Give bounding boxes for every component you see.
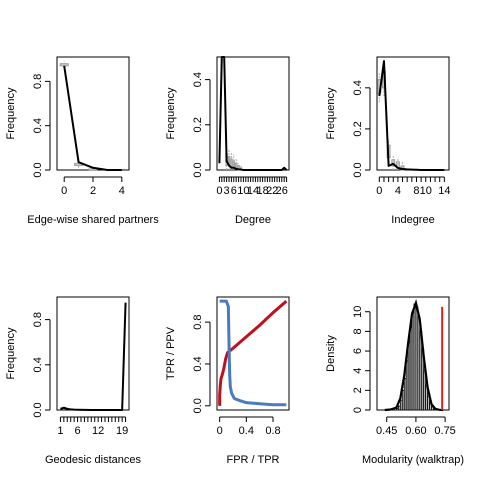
series-line bbox=[218, 56, 288, 171]
y-tick-label: 0.4 bbox=[192, 356, 204, 371]
y-tick-label: 4 bbox=[352, 368, 364, 374]
y-tick-label: 0.2 bbox=[192, 117, 204, 132]
x-tick-label: 0 bbox=[216, 185, 222, 197]
box bbox=[232, 160, 236, 169]
y-tick-label: 0.4 bbox=[192, 72, 204, 87]
x-axis-title: FPR / TPR bbox=[227, 454, 280, 466]
histogram-bar bbox=[431, 406, 434, 411]
x-tick-label: 0.8 bbox=[265, 425, 280, 437]
y-tick-label: 0.0 bbox=[32, 402, 44, 417]
x-tick-label: 4 bbox=[119, 185, 125, 197]
x-tick-label: 14 bbox=[438, 185, 450, 197]
plot-frame bbox=[216, 296, 290, 411]
y-tick-label: 0 bbox=[352, 407, 364, 413]
x-tick-label: 0.4 bbox=[239, 425, 254, 437]
x-tick-label: 3 bbox=[224, 185, 230, 197]
plot-frame bbox=[216, 56, 290, 171]
x-tick-label: 2 bbox=[90, 185, 96, 197]
y-tick-label: 10 bbox=[352, 306, 364, 318]
x-tick-label: 4 bbox=[395, 185, 401, 197]
y-tick-label: 0.0 bbox=[192, 398, 204, 413]
y-axis-title: Frequency bbox=[5, 327, 17, 379]
x-axis-title: Geodesic distances bbox=[45, 454, 141, 466]
y-axis-title: TPR / PPV bbox=[165, 326, 177, 380]
y-tick-label: 0.4 bbox=[32, 118, 44, 133]
x-tick-label: 6 bbox=[75, 425, 81, 437]
x-tick-label: 26 bbox=[276, 185, 288, 197]
y-tick-label: 0.4 bbox=[352, 80, 364, 95]
x-tick-label: 10 bbox=[420, 185, 432, 197]
x-axis-title: Modularity (walktrap) bbox=[362, 454, 464, 466]
x-axis-title: Degree bbox=[235, 214, 271, 226]
y-tick-label: 0.4 bbox=[32, 357, 44, 372]
x-tick-label: 0 bbox=[376, 185, 382, 197]
series-line bbox=[219, 299, 287, 407]
y-axis-title: Frequency bbox=[325, 87, 337, 139]
y-tick-label: 0.8 bbox=[32, 74, 44, 89]
y-axis-title: Density bbox=[325, 335, 337, 372]
plot-frame bbox=[56, 56, 130, 171]
x-tick-label: 0.60 bbox=[405, 425, 426, 437]
x-axis-title: Edge-wise shared partners bbox=[27, 214, 159, 226]
box bbox=[391, 159, 396, 167]
box bbox=[88, 168, 98, 171]
density-curve bbox=[384, 299, 444, 412]
series-line bbox=[60, 302, 127, 411]
x-tick-label: 8 bbox=[413, 185, 419, 197]
x-tick-label: 14 bbox=[247, 185, 259, 197]
y-tick-label: 0.2 bbox=[352, 121, 364, 136]
y-tick-label: 0.8 bbox=[192, 314, 204, 329]
y-tick-label: 0.0 bbox=[192, 162, 204, 177]
x-axis-title: Indegree bbox=[391, 214, 434, 226]
box bbox=[59, 63, 69, 67]
x-tick-label: 0 bbox=[217, 425, 223, 437]
y-tick-label: 2 bbox=[352, 387, 364, 393]
x-tick-label: 1 bbox=[57, 425, 63, 437]
y-tick-label: 0.8 bbox=[32, 312, 44, 327]
panel-6: 0.45 0.60 0.75 0 2 4 6 8 10 Modularity (walktrap)… bbox=[325, 296, 464, 466]
y-axis-title: Frequency bbox=[165, 87, 177, 139]
panel-5: 0 0.4 0.8 0.0 0.4 0.8 FPR / TPR TPR / PPV bbox=[165, 296, 290, 466]
y-tick-label: 0.0 bbox=[32, 162, 44, 177]
x-tick-label: 10 bbox=[237, 185, 249, 197]
y-axis-title: Frequency bbox=[5, 87, 17, 139]
panel-3: 0 4 8 10 14 0.0 0.2 0.4 Indegree Frequency bbox=[325, 56, 450, 226]
y-tick-label: 8 bbox=[352, 328, 364, 334]
y-tick-label: 6 bbox=[352, 348, 364, 354]
plot-frame bbox=[56, 296, 130, 411]
x-tick-label: 0.75 bbox=[434, 425, 455, 437]
panel-4: 1 6 12 19 0.0 0.4 0.8 Geodesic distances Frequen… bbox=[5, 296, 141, 466]
x-tick-label: 12 bbox=[92, 425, 104, 437]
x-tick-label: 0.45 bbox=[376, 425, 397, 437]
x-tick-label: 22 bbox=[266, 185, 278, 197]
x-tick-label: 0 bbox=[61, 185, 67, 197]
series-line bbox=[63, 65, 122, 171]
panel-1: 0 2 4 0.0 0.4 0.8 Edge-wise shared partners Fre… bbox=[5, 56, 159, 226]
series-line bbox=[218, 300, 288, 406]
series-line bbox=[378, 60, 445, 171]
x-tick-label: 6 bbox=[231, 185, 237, 197]
x-tick-label: 18 bbox=[256, 185, 268, 197]
y-tick-label: 0.0 bbox=[352, 162, 364, 177]
x-tick-label: 19 bbox=[116, 425, 128, 437]
